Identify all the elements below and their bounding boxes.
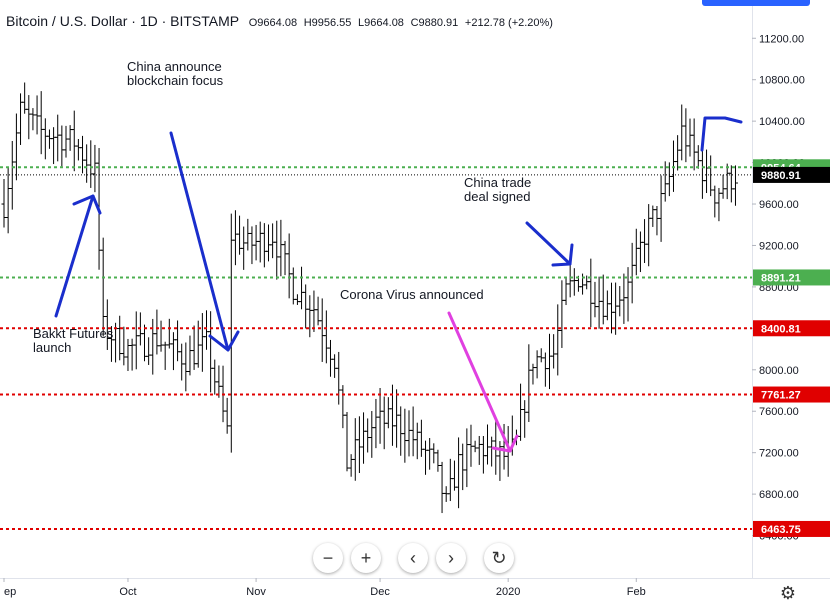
zoom-in-button[interactable]: + (351, 543, 381, 573)
scroll-left-button[interactable]: ‹ (398, 543, 428, 573)
y-tick-label: 11200.00 (759, 33, 804, 45)
annotation-line: China announce (127, 59, 222, 74)
symbol-title: Bitcoin / U.S. Dollar · 1D · BITSTAMP (6, 13, 240, 29)
annotation-line: Bakkt Futures (33, 326, 114, 341)
chart-header: Bitcoin / U.S. Dollar · 1D · BITSTAMP O9… (6, 13, 553, 29)
x-tick-label: Feb (627, 586, 646, 598)
level-label-box (753, 520, 830, 537)
scroll-right-button[interactable]: › (436, 543, 466, 573)
x-tick-label: Oct (119, 586, 136, 598)
level-label: 8891.21 (761, 272, 801, 284)
arrow-corona-head (491, 434, 519, 453)
arrow-top-mark (700, 116, 743, 152)
arrow-china-trade-head (551, 243, 574, 267)
y-tick-label: 6800.00 (759, 489, 799, 501)
reset-chart-button[interactable]: ↻ (484, 543, 514, 573)
annotation-line: launch (33, 340, 72, 355)
price-axis-panel (752, 0, 830, 613)
high-value: H9956.55 (303, 17, 352, 29)
level-label-box (753, 269, 830, 286)
y-tick-label: 10400.00 (759, 116, 805, 128)
y-tick-label: 8000.00 (759, 365, 799, 377)
low-value: L9664.08 (358, 17, 404, 29)
close-value: C9880.91 (410, 17, 459, 29)
arrow-bakkt-head (72, 194, 102, 215)
y-tick-label: 9600.00 (759, 199, 799, 211)
level-label: 7761.27 (761, 390, 801, 402)
annotation-china-trade: China trade deal signed (464, 176, 531, 204)
level-label-box (753, 386, 830, 403)
arrow-bakkt (54, 194, 95, 318)
arrow-china-blockchain (169, 131, 230, 352)
x-tick-label: Dec (370, 586, 390, 598)
annotation-line: deal signed (464, 189, 531, 204)
current-price-label: 9880.91 (761, 170, 801, 182)
arrow-china-blockchain-head (208, 330, 240, 352)
change-value: +212.78 (+2.20%) (464, 17, 553, 29)
annotation-line: blockchain focus (127, 73, 224, 88)
arrow-china-trade (525, 221, 572, 266)
annotation-line: China trade (464, 175, 532, 190)
x-tick-label: Nov (246, 586, 266, 598)
y-tick-label: 7200.00 (759, 448, 799, 460)
open-value: O9664.08 (248, 17, 298, 29)
zoom-controls: − + (313, 543, 381, 573)
y-tick-label: 10800.00 (759, 75, 805, 87)
annotation-corona: Corona Virus announced (340, 288, 484, 302)
x-tick-label: 2020 (496, 586, 520, 598)
scroll-controls: ‹ › (398, 543, 466, 573)
level-label: 6463.75 (761, 524, 801, 536)
x-tick-label: ep (4, 586, 16, 598)
annotation-bakkt: Bakkt Futures launch (33, 327, 113, 355)
y-tick-label: 9200.00 (759, 240, 799, 252)
annotation-line: Corona Virus announced (340, 287, 484, 302)
level-label: 8400.81 (761, 323, 801, 335)
zoom-out-button[interactable]: − (313, 543, 343, 573)
current-price-box (753, 166, 830, 183)
level-label-box (753, 320, 830, 337)
arrow-corona (447, 311, 512, 453)
gear-icon[interactable]: ⚙ (779, 582, 797, 603)
reset-controls: ↻ (484, 543, 514, 573)
y-tick-label: 7600.00 (759, 406, 799, 418)
top-action-button[interactable] (702, 0, 810, 6)
annotation-china-blockchain: China announce blockchain focus (127, 60, 223, 88)
